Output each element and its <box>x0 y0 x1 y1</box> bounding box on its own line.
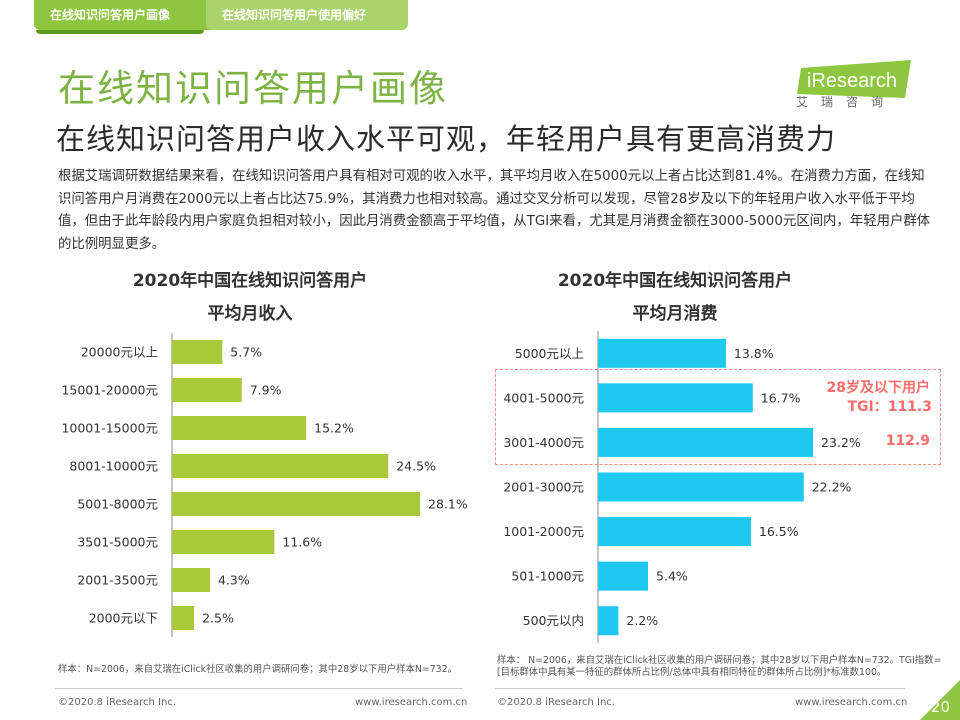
right-sample-note: 样本： N=2006，来自艾瑞在iClick社区收集的用户调研问卷；其中28岁以… <box>497 655 942 678</box>
chart-1-bar <box>598 561 649 591</box>
chart-1-bar <box>598 427 813 457</box>
chart-0-category-label: 20000元以上 <box>81 345 158 360</box>
chart-0-value-label: 5.7% <box>230 345 262 360</box>
chart-1-bar <box>598 472 804 502</box>
chart-1-bar <box>598 517 751 547</box>
chart-1-value-label: 13.8% <box>734 346 774 361</box>
chart-0-category-label: 5001-8000元 <box>77 497 158 512</box>
chart-1-value-label: 5.4% <box>656 569 688 584</box>
chart-1-bar <box>598 606 619 636</box>
income-chart-title: 2020年中国在线知识问答用户 <box>132 271 368 291</box>
logo-brand-text: iResearch <box>807 70 897 92</box>
chart-0-bar <box>172 492 420 516</box>
left-sample-note: 样本：N=2006，来自艾瑞在iClick社区收集的用户调研问卷；其中28岁以下… <box>58 664 457 675</box>
chart-0-bar <box>172 530 275 554</box>
chart-1-category-label: 1001-2000元 <box>503 524 584 539</box>
young-user-highlight-box <box>495 369 941 465</box>
chart-0-value-label: 7.9% <box>250 383 282 398</box>
chart-0-bar <box>172 416 307 440</box>
chart-0-value-label: 28.1% <box>428 497 468 512</box>
right-footer-url[interactable]: www.iresearch.com.cn <box>795 697 908 708</box>
iresearch-logo: iResearch <box>797 60 911 98</box>
chart-1-category-label: 500元以内 <box>523 613 584 628</box>
chart-0-bar <box>172 378 242 402</box>
chart-0-category-label: 2000元以下 <box>89 611 158 626</box>
income-chart-subtitle: 平均月收入 <box>207 304 293 324</box>
chart-1-bar <box>598 338 726 368</box>
chart-1-category-label: 3001-4000元 <box>503 435 584 450</box>
page-number: 20 <box>930 698 950 716</box>
spend-chart-title: 2020年中国在线知识问答用户 <box>557 271 793 291</box>
chart-0-category-label: 2001-3500元 <box>77 573 158 588</box>
chart-1-value-label: 23.2% <box>821 435 861 450</box>
chart-1-category-label: 5000元以上 <box>515 346 584 361</box>
logo-cn-text: 艾瑞咨询 <box>796 95 897 109</box>
chart-1-value-label: 2.2% <box>626 613 658 628</box>
right-footer-divider <box>495 688 905 689</box>
page-corner-decoration <box>920 680 960 720</box>
chart-0-bar <box>172 568 210 592</box>
chart-0-value-label: 11.6% <box>282 535 322 550</box>
right-footer-copyright: ©2020.8 iResearch Inc. <box>497 697 615 708</box>
left-footer-divider <box>55 688 463 689</box>
page-subtitle: 在线知识问答用户收入水平可观，年轻用户具有更高消费力 <box>56 122 837 156</box>
tgi-second-value: 112.9 <box>885 433 930 449</box>
chart-0-category-label: 8001-10000元 <box>69 459 158 474</box>
tab-user-profile[interactable]: 在线知识问答用户画像 <box>34 0 235 30</box>
body-paragraph: 根据艾瑞调研数据结果来看，在线知识问答用户具有相对可观的收入水平，其平均月收入在… <box>58 169 931 252</box>
chart-1-category-label: 4001-5000元 <box>503 390 584 405</box>
chart-1-value-label: 16.7% <box>761 390 801 405</box>
tgi-label: TGI：111.3 <box>847 399 932 415</box>
left-footer-copyright: ©2020.8 iResearch Inc. <box>58 697 176 708</box>
chart-0-value-label: 15.2% <box>314 421 354 436</box>
chart-0-value-label: 2.5% <box>202 611 234 626</box>
chart-1-value-label: 22.2% <box>812 480 852 495</box>
chart-0-category-label: 15001-20000元 <box>61 383 158 398</box>
chart-1-bar <box>598 383 753 413</box>
left-footer-url[interactable]: www.iresearch.com.cn <box>355 697 468 708</box>
chart-0-bar <box>172 340 223 364</box>
page-title: 在线知识问答用户画像 <box>58 67 448 110</box>
chart-0-category-label: 3501-5000元 <box>77 535 158 550</box>
chart-1-category-label: 2001-3000元 <box>503 480 584 495</box>
chart-0-value-label: 24.5% <box>396 459 436 474</box>
chart-1-value-label: 16.5% <box>759 524 799 539</box>
active-tab-indicator <box>36 30 204 34</box>
chart-0-value-label: 4.3% <box>218 573 250 588</box>
chart-0-bar <box>172 606 195 630</box>
spend-chart-subtitle: 平均月消费 <box>632 304 718 324</box>
chart-0-bar <box>172 454 389 478</box>
tab-usage-preference[interactable]: 在线知识问答用户使用偏好 <box>206 0 408 30</box>
young-user-annotation-title: 28岁及以下用户 <box>826 380 930 396</box>
chart-0-category-label: 10001-15000元 <box>61 421 158 436</box>
chart-1-category-label: 501-1000元 <box>511 569 584 584</box>
